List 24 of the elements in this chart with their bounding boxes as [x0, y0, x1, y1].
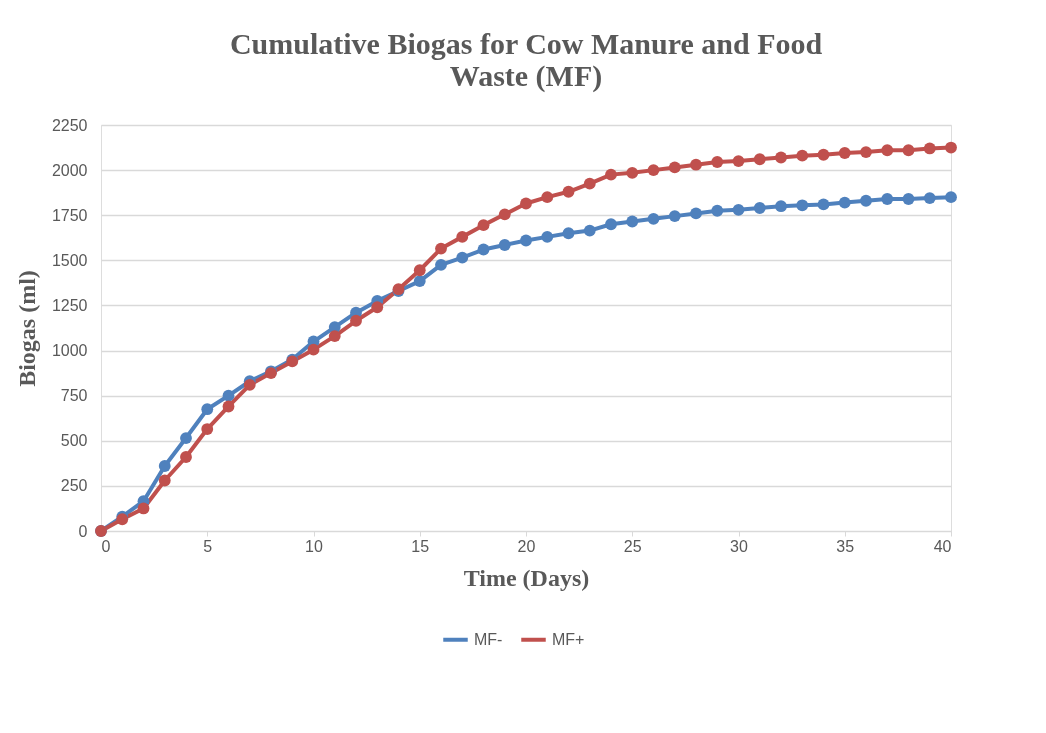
- legend-label: MF-: [474, 630, 503, 648]
- x-tick-label: 5: [203, 537, 213, 555]
- x-tick-label: 0: [101, 537, 111, 555]
- y-tick-label: 1500: [51, 251, 88, 269]
- chart-title: Cumulative Biogas for Cow Manure and Food Waste (MF): [229, 27, 823, 93]
- y-tick-label: 250: [60, 477, 88, 495]
- x-axis-title: Time (Days): [463, 564, 590, 591]
- y-tick-label: 500: [60, 432, 88, 450]
- x-tick-label: 25: [623, 537, 642, 555]
- y-tick-label: 0: [78, 522, 88, 540]
- y-tick-label: 1750: [51, 206, 88, 224]
- y-tick-label: 1000: [51, 342, 88, 360]
- y-tick-label: 2000: [51, 161, 88, 179]
- x-tick-label: 30: [730, 537, 748, 555]
- y-tick-label: 1250: [51, 296, 88, 314]
- y-tick-label: 2250: [51, 116, 88, 134]
- x-tick-label: 10: [305, 537, 323, 555]
- legend-label: MF+: [552, 630, 585, 648]
- x-tick-label: 15: [411, 537, 430, 555]
- x-tick-label: 40: [933, 537, 952, 555]
- x-tick-label: 20: [517, 537, 536, 555]
- x-tick-label: 35: [836, 537, 855, 555]
- y-tick-label: 750: [60, 387, 88, 405]
- y-axis-title: Biogas (ml): [13, 270, 40, 387]
